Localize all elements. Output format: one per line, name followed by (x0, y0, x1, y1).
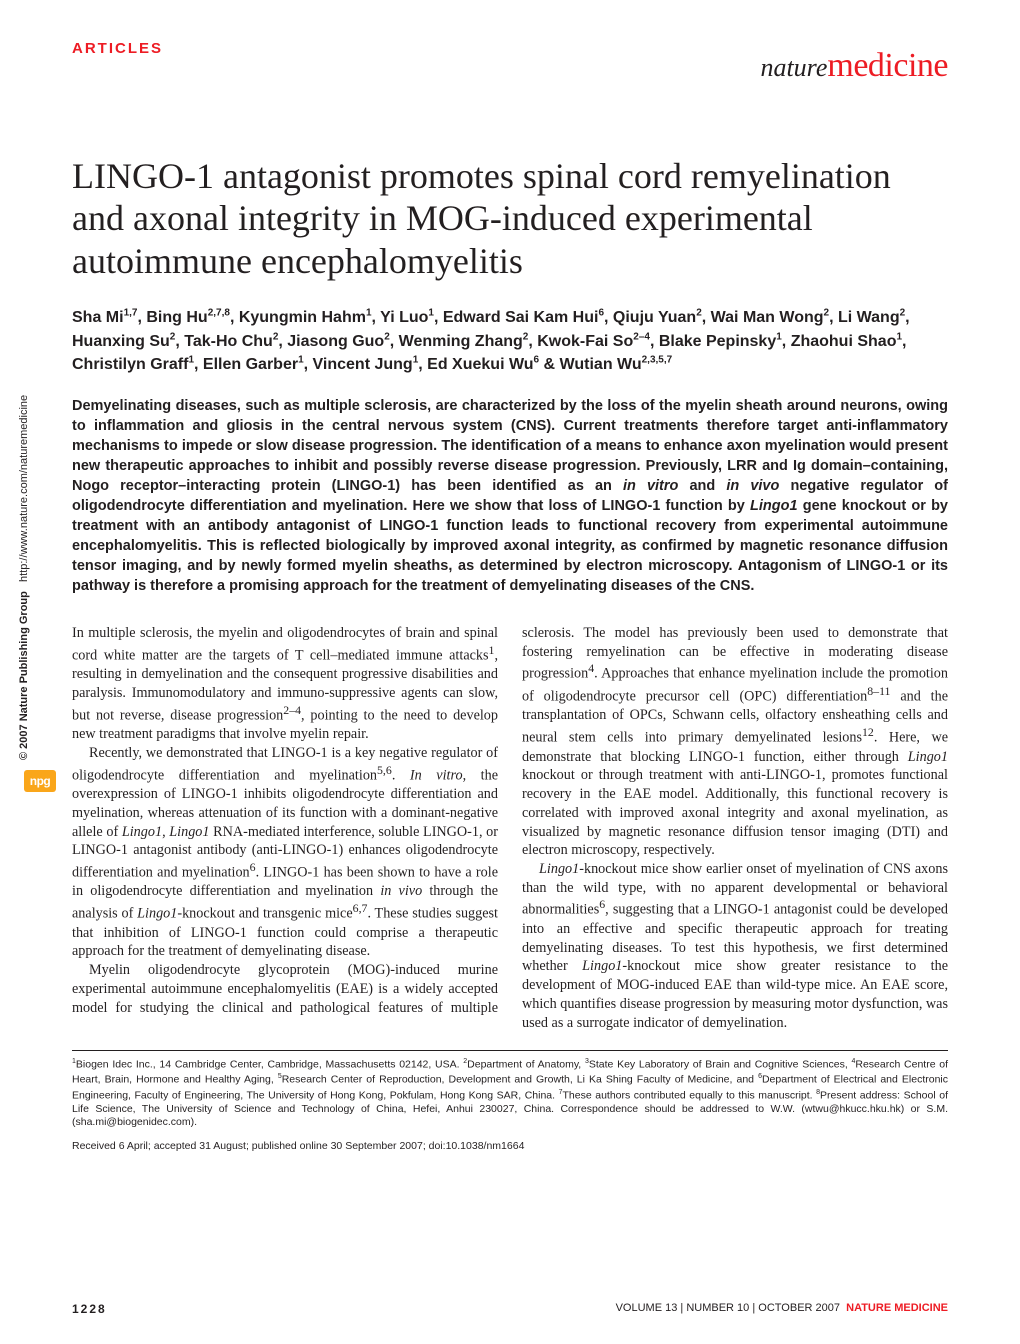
date: OCTOBER 2007 (758, 1302, 840, 1314)
page-number: 1228 (72, 1302, 107, 1316)
body-text: In multiple sclerosis, the myelin and ol… (72, 624, 948, 1032)
body-paragraph: Recently, we demonstrated that LINGO-1 i… (72, 744, 498, 961)
authors: Sha Mi1,7, Bing Hu2,7,8, Kyungmin Hahm1,… (72, 306, 948, 376)
journal-nature: nature (760, 53, 827, 82)
copyright-text: © 2007 Nature Publishing Group (18, 591, 30, 760)
journal-reference: VOLUME 13 | NUMBER 10 | OCTOBER 2007 NAT… (616, 1302, 948, 1316)
journal-url: http://www.nature.com/naturemedicine (18, 395, 30, 582)
received-line: Received 6 April; accepted 31 August; pu… (72, 1140, 948, 1152)
volume: VOLUME 13 (616, 1302, 678, 1314)
journal-name: NATURE MEDICINE (846, 1302, 948, 1314)
journal-medicine: medicine (827, 47, 948, 84)
affiliations: 1Biogen Idec Inc., 14 Cambridge Center, … (72, 1057, 948, 1130)
article-title: LINGO-1 antagonist promotes spinal cord … (72, 155, 948, 282)
page-footer: 1228 VOLUME 13 | NUMBER 10 | OCTOBER 200… (72, 1302, 948, 1316)
copyright-sidebar: © 2007 Nature Publishing Group http://ww… (18, 395, 30, 760)
body-paragraph: Lingo1-knockout mice show earlier onset … (522, 860, 948, 1032)
issue: NUMBER 10 (686, 1302, 749, 1314)
npg-badge-icon: npg (24, 770, 56, 792)
journal-logo: naturemedicine (72, 47, 948, 85)
divider (72, 1050, 948, 1051)
body-paragraph: In multiple sclerosis, the myelin and ol… (72, 624, 498, 744)
abstract: Demyelinating diseases, such as multiple… (72, 396, 948, 596)
